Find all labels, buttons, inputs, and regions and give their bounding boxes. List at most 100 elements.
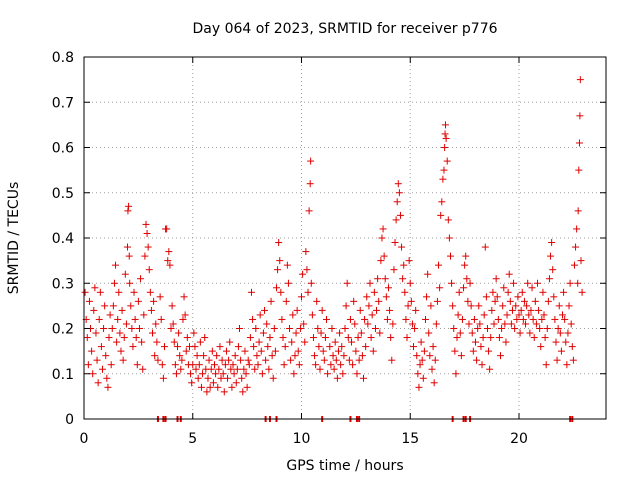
data-point — [224, 374, 232, 382]
data-point — [569, 356, 577, 364]
data-point — [446, 252, 454, 260]
data-point — [316, 365, 324, 373]
data-point — [174, 343, 182, 351]
data-point — [104, 383, 112, 391]
data-point — [300, 320, 308, 328]
data-point — [126, 279, 134, 287]
data-point — [128, 325, 136, 332]
data-point — [334, 347, 342, 355]
data-point — [520, 297, 528, 305]
data-point — [467, 302, 475, 310]
data-point — [572, 243, 580, 251]
data-point — [551, 315, 559, 323]
data-point — [349, 361, 357, 369]
data-point — [270, 325, 278, 332]
data-point — [207, 365, 215, 373]
data-point — [214, 383, 222, 391]
data-point — [458, 315, 466, 323]
data-point — [357, 329, 365, 337]
data-point — [337, 361, 345, 369]
data-point — [574, 279, 582, 287]
data-point — [238, 374, 246, 382]
data-point — [494, 315, 502, 323]
data-point — [317, 329, 325, 337]
data-point — [105, 334, 113, 342]
data-point — [508, 306, 516, 314]
data-point — [510, 279, 518, 287]
data-point — [427, 302, 435, 310]
data-point — [257, 347, 265, 355]
data-point — [441, 144, 449, 151]
data-point — [168, 302, 176, 310]
data-point — [179, 315, 187, 323]
y-tick-label: 0.5 — [52, 186, 74, 202]
data-point — [441, 130, 449, 138]
axis-ticks: 0 5 10 15 20 0 0.1 0.2 0.3 0.4 0.5 0.6 0.7 0.8 — [52, 50, 606, 447]
data-point — [109, 302, 117, 310]
plot-frame — [83, 56, 607, 420]
data-point — [100, 325, 108, 332]
data-point — [436, 284, 444, 292]
data-point — [140, 311, 148, 319]
data-point — [364, 320, 372, 328]
data-point — [203, 388, 211, 396]
data-point — [386, 306, 394, 314]
data-point — [251, 365, 259, 373]
data-point — [408, 320, 416, 328]
data-point — [290, 370, 298, 378]
data-point — [208, 347, 216, 355]
data-point — [282, 297, 290, 305]
data-point — [376, 329, 384, 337]
data-point — [276, 257, 284, 265]
data-point — [288, 338, 296, 346]
data-point — [351, 320, 359, 328]
data-point — [426, 352, 434, 360]
data-point — [574, 207, 582, 215]
data-point — [565, 302, 573, 310]
data-point — [437, 211, 445, 219]
data-point — [116, 329, 124, 337]
data-point — [249, 315, 257, 323]
data-point — [319, 347, 327, 355]
data-point — [134, 297, 142, 305]
data-point — [147, 306, 155, 314]
data-point — [262, 356, 270, 364]
data-point — [278, 315, 286, 323]
data-point — [96, 288, 104, 296]
data-point — [149, 329, 157, 337]
y-tick-label: 0.4 — [52, 231, 74, 247]
data-point — [460, 284, 468, 292]
data-point — [336, 329, 344, 337]
data-point — [160, 343, 168, 351]
y-tick-label: 0.6 — [52, 141, 74, 157]
data-point — [114, 315, 122, 323]
data-point — [312, 361, 320, 369]
data-point — [153, 338, 161, 346]
data-point — [85, 297, 93, 305]
data-point — [370, 288, 378, 296]
data-point — [340, 352, 348, 360]
data-point — [425, 329, 433, 337]
data-point — [374, 275, 382, 283]
data-point — [369, 347, 377, 355]
data-point — [103, 374, 111, 382]
data-point — [268, 352, 276, 360]
data-point — [265, 365, 273, 373]
data-point — [352, 347, 360, 355]
data-point — [416, 361, 424, 369]
data-point — [393, 198, 401, 206]
data-point — [294, 347, 302, 355]
data-point — [236, 325, 244, 332]
data-point — [256, 311, 264, 319]
data-point — [255, 338, 263, 346]
data-point — [498, 325, 506, 332]
data-point — [200, 352, 208, 360]
data-point — [253, 352, 261, 360]
data-point — [373, 306, 381, 314]
data-point — [259, 329, 267, 337]
data-point — [390, 266, 398, 274]
data-point — [192, 365, 200, 373]
chart-title: Day 064 of 2023, SRMTID for receiver p77… — [192, 21, 497, 37]
data-point — [167, 325, 175, 332]
data-point — [377, 257, 385, 265]
